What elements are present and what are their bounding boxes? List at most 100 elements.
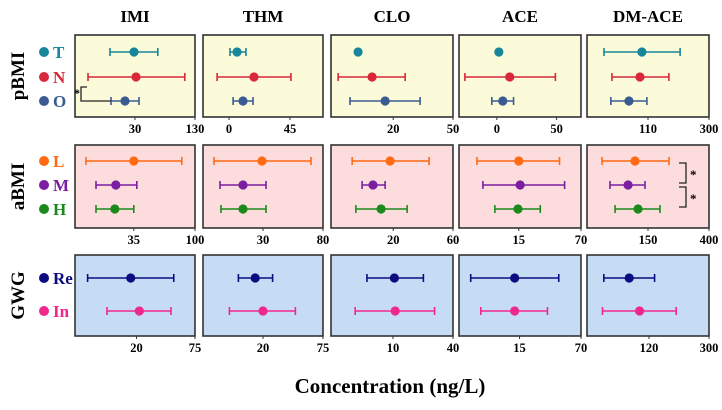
tick-label: 100 bbox=[186, 233, 205, 247]
panel-pbmi-thm: 0 45 bbox=[202, 34, 324, 136]
point-re bbox=[389, 273, 399, 283]
tick-label: 70 bbox=[575, 341, 588, 355]
tick-label: 15 bbox=[513, 341, 526, 355]
legend-marker-o bbox=[39, 96, 49, 106]
column-title-clo: CLO bbox=[374, 7, 411, 26]
tick-label: 0 bbox=[226, 122, 232, 136]
tick-label: 75 bbox=[317, 341, 330, 355]
tick-label: 0 bbox=[494, 122, 500, 136]
column-title-ace: ACE bbox=[502, 7, 538, 26]
legend-marker-n bbox=[39, 72, 49, 82]
point-n bbox=[249, 72, 259, 82]
tick-label: 130 bbox=[186, 122, 205, 136]
point-t bbox=[353, 47, 363, 57]
point-l bbox=[630, 156, 640, 166]
panel-background bbox=[586, 144, 710, 229]
column-title-imi: IMI bbox=[120, 7, 150, 26]
point-re bbox=[126, 273, 136, 283]
panel-gwg-clo: 10 40 bbox=[330, 254, 459, 355]
panel-gwg-imi: 20 75 bbox=[74, 254, 202, 355]
point-h bbox=[110, 204, 120, 214]
point-t bbox=[129, 47, 139, 57]
legend-marker-re bbox=[39, 273, 49, 283]
legend-label-t: T bbox=[53, 43, 65, 62]
legend-label-o: O bbox=[53, 92, 66, 111]
panel-background bbox=[586, 34, 710, 118]
point-re bbox=[510, 273, 520, 283]
tick-label: 60 bbox=[447, 233, 460, 247]
significance-bracket bbox=[679, 186, 687, 208]
legend-label-re: Re bbox=[53, 269, 73, 288]
point-m bbox=[368, 180, 378, 190]
tick-label: 15 bbox=[513, 233, 526, 247]
panel-background bbox=[202, 254, 324, 337]
panel-background bbox=[330, 254, 454, 337]
point-in bbox=[510, 306, 520, 316]
point-m bbox=[238, 180, 248, 190]
legend-label-m: M bbox=[53, 176, 69, 195]
point-o bbox=[120, 96, 130, 106]
panel-abmi-thm: 30 80 bbox=[202, 144, 329, 247]
point-h bbox=[513, 204, 523, 214]
significance-bracket bbox=[80, 86, 111, 102]
significance-star: * bbox=[74, 86, 80, 100]
point-o bbox=[238, 96, 248, 106]
point-in bbox=[134, 306, 144, 316]
tick-label: 10 bbox=[387, 341, 400, 355]
tick-label: 400 bbox=[700, 233, 719, 247]
panel-pbmi-ace: 0 50 bbox=[458, 34, 582, 136]
point-in bbox=[634, 306, 645, 316]
panel-gwg-ace: 15 70 bbox=[458, 254, 588, 355]
point-m bbox=[623, 180, 633, 190]
point-in bbox=[390, 306, 400, 316]
tick-label: 20 bbox=[387, 122, 400, 136]
significance-star: * bbox=[690, 167, 697, 182]
point-in bbox=[258, 306, 268, 316]
tick-label: 30 bbox=[257, 233, 270, 247]
tick-label: 300 bbox=[700, 122, 719, 136]
point-l bbox=[257, 156, 267, 166]
panel-background bbox=[74, 254, 196, 337]
legend-marker-h bbox=[39, 204, 49, 214]
tick-label: 35 bbox=[128, 233, 141, 247]
column-title-thm: THM bbox=[243, 7, 284, 26]
tick-label: 110 bbox=[639, 122, 657, 136]
point-m bbox=[515, 180, 525, 190]
point-m bbox=[111, 180, 121, 190]
panel-background bbox=[330, 34, 454, 118]
legend-label-in: In bbox=[53, 302, 70, 321]
tick-label: 70 bbox=[575, 233, 588, 247]
tick-label: 50 bbox=[447, 122, 460, 136]
panel-abmi-dm-ace: 150 400 * * bbox=[586, 144, 719, 247]
point-l bbox=[129, 156, 139, 166]
panel-abmi-clo: 20 60 bbox=[330, 144, 460, 247]
panel-pbmi-imi: 30 130 * bbox=[74, 34, 205, 136]
x-axis-label: Concentration (ng/L) bbox=[295, 374, 486, 398]
tick-label: 20 bbox=[130, 341, 143, 355]
tick-label: 120 bbox=[640, 341, 659, 355]
point-t bbox=[637, 47, 647, 57]
column-title-dm-ace: DM-ACE bbox=[613, 7, 683, 26]
point-n bbox=[131, 72, 141, 82]
point-o bbox=[624, 96, 634, 106]
point-n bbox=[635, 72, 645, 82]
panel-background bbox=[458, 34, 582, 118]
tick-label: 300 bbox=[700, 341, 719, 355]
panel-pbmi-dm-ace: 110 300 bbox=[586, 34, 719, 136]
point-l bbox=[385, 156, 395, 166]
tick-label: 75 bbox=[189, 341, 202, 355]
panel-abmi-ace: 15 70 bbox=[458, 144, 588, 247]
row-label-abmi: aBMI bbox=[8, 163, 29, 211]
row-label-pbmi: pBMI bbox=[8, 52, 29, 101]
panel-gwg-thm: 20 75 bbox=[202, 254, 330, 355]
significance-bracket bbox=[679, 162, 687, 184]
point-o bbox=[498, 96, 508, 106]
point-re bbox=[250, 273, 260, 283]
tick-label: 50 bbox=[550, 122, 563, 136]
tick-label: 20 bbox=[387, 233, 400, 247]
panel-pbmi-clo: 20 50 bbox=[330, 34, 460, 136]
legend-marker-m bbox=[39, 180, 49, 190]
point-h bbox=[238, 204, 248, 214]
legend-label-h: H bbox=[53, 200, 66, 219]
